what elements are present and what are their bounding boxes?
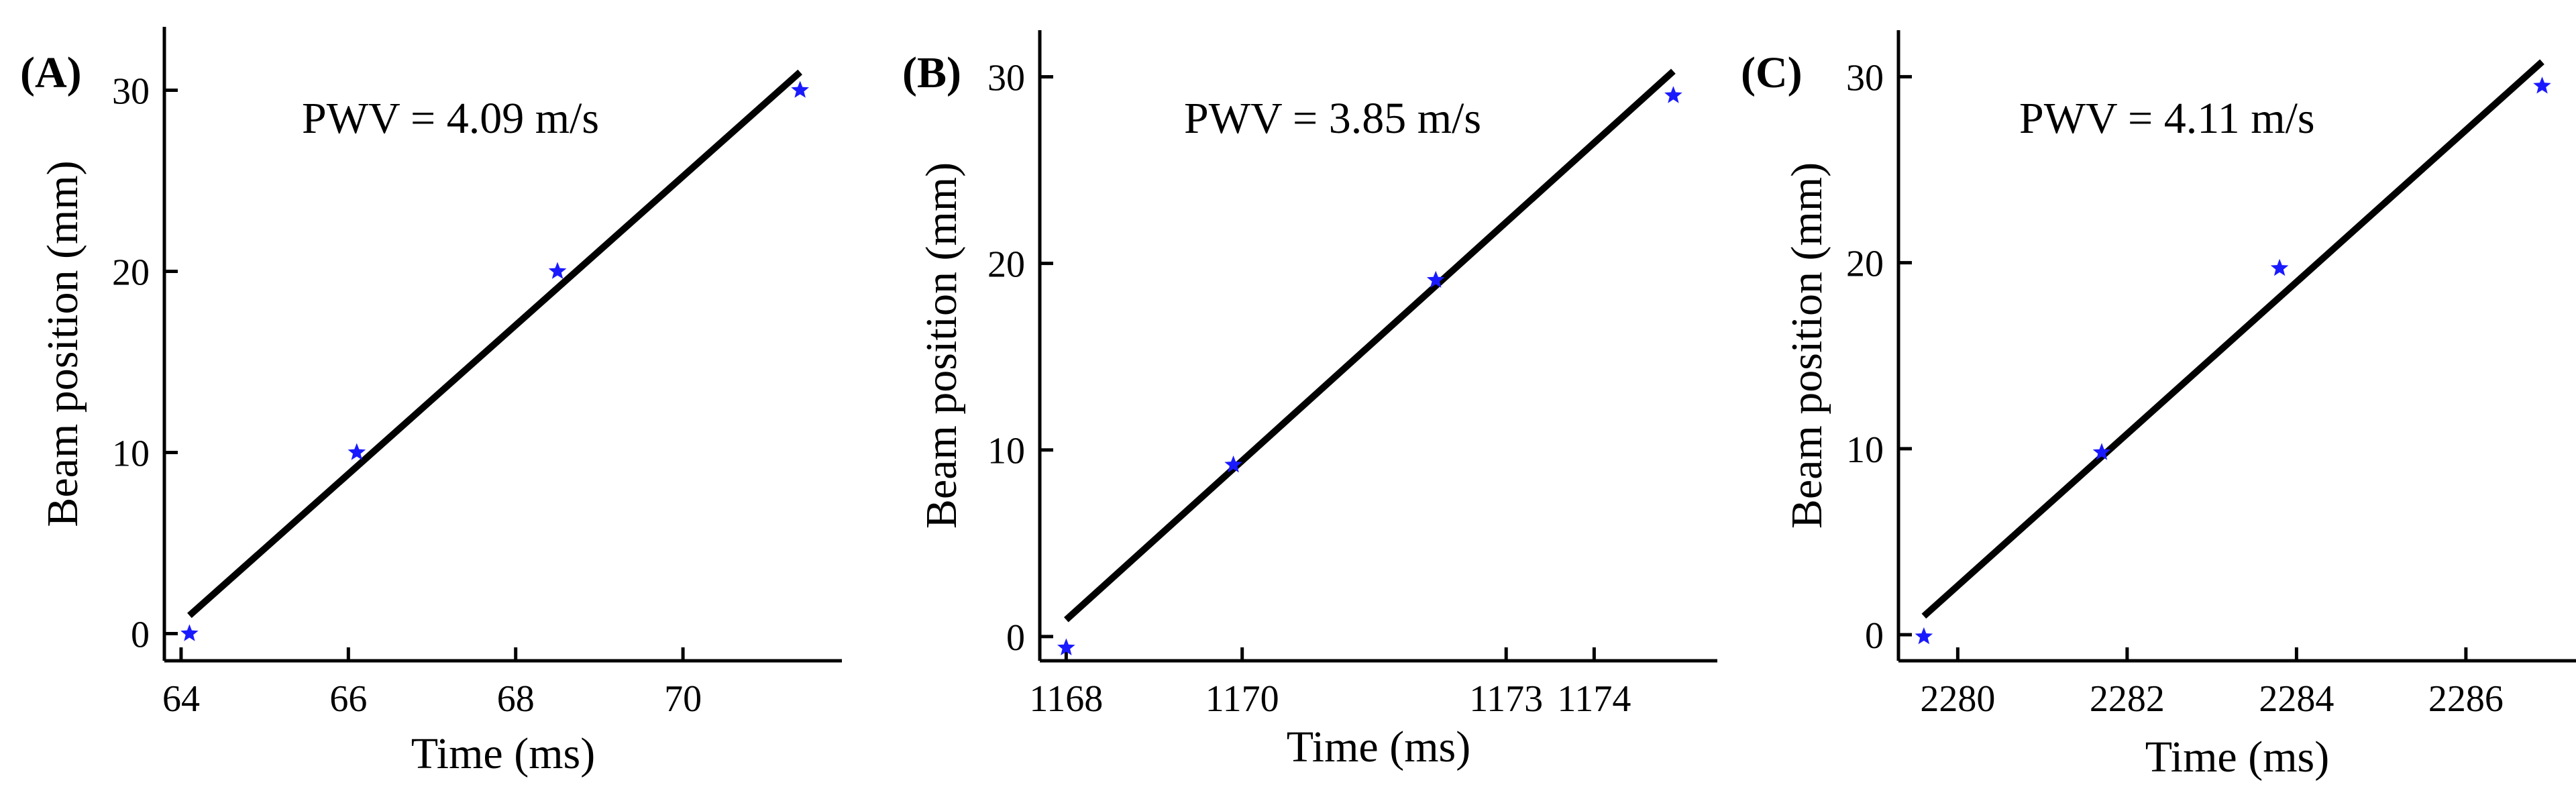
pwv-annotation: PWV = 4.09 m/s	[302, 94, 599, 143]
y-axis-title: Beam position (mm)	[917, 162, 966, 529]
y-tick-label: 30	[987, 58, 1025, 99]
data-point	[791, 81, 809, 98]
x-tick-label: 2280	[1920, 678, 1995, 720]
y-tick-label: 10	[987, 431, 1025, 472]
y-axis-title: Beam position (mm)	[1782, 162, 1831, 529]
chart-panel-3: 2280 2282 2284 2286 0 10 20 30 Time (ms) Beam pos…	[1741, 30, 2576, 782]
pwv-annotation: PWV = 4.11 m/s	[2019, 94, 2315, 143]
y-tick-label: 20	[987, 244, 1025, 286]
chart-panel-1: 64 66 68 70 0 10 20 30 Time (ms) Beam position (m…	[20, 27, 842, 778]
data-point	[2533, 76, 2551, 94]
pwv-annotation: PWV = 3.85 m/s	[1184, 94, 1481, 143]
x-tick-label: 1168	[1029, 678, 1103, 720]
data-point	[1664, 86, 1682, 103]
x-axis-title: Time (ms)	[411, 729, 595, 778]
y-axis-title: Beam position (mm)	[38, 160, 87, 527]
x-tick-label: 1170	[1205, 678, 1279, 720]
panel-label: (A)	[20, 48, 82, 97]
y-tick-label: 0	[1865, 615, 1884, 657]
y-tick-label: 30	[1846, 57, 1884, 99]
data-point	[1224, 456, 1242, 473]
y-tick-label: 30	[112, 71, 150, 113]
y-tick-label: 10	[1846, 429, 1884, 471]
data-point	[548, 262, 567, 279]
y-tick-label: 0	[131, 614, 150, 656]
x-tick-label: 1174	[1557, 678, 1631, 720]
data-point	[347, 443, 366, 460]
data-point	[1915, 627, 1933, 645]
y-tick-label: 0	[1006, 617, 1025, 659]
x-tick-label: 2286	[2428, 678, 2504, 720]
data-point	[1057, 638, 1075, 655]
x-tick-label: 2284	[2259, 678, 2334, 720]
data-point	[2092, 443, 2111, 460]
panel-label: (B)	[902, 48, 961, 97]
x-tick-label: 1173	[1469, 678, 1543, 720]
fit-line	[1063, 68, 1676, 623]
fit-line	[187, 69, 802, 619]
data-point	[1426, 270, 1445, 288]
y-tick-label: 20	[1846, 244, 1884, 285]
x-tick-label: 2282	[2090, 678, 2165, 720]
fit-line	[1921, 59, 2544, 619]
y-tick-label: 10	[112, 433, 150, 475]
data-point	[2270, 258, 2289, 276]
x-axis-title: Time (ms)	[1287, 722, 1470, 771]
x-tick-label: 68	[497, 678, 535, 720]
panel-label: (C)	[1741, 48, 1803, 97]
x-tick-label: 64	[162, 678, 200, 720]
y-tick-label: 20	[112, 252, 150, 294]
chart-panel-2: 1168 1170 1173 1174 0 10 20 30 Time (ms) Beam pos…	[902, 30, 1717, 771]
data-point	[180, 624, 199, 641]
x-tick-label: 70	[664, 678, 702, 720]
x-tick-label: 66	[329, 678, 367, 720]
x-axis-title: Time (ms)	[2145, 733, 2329, 782]
